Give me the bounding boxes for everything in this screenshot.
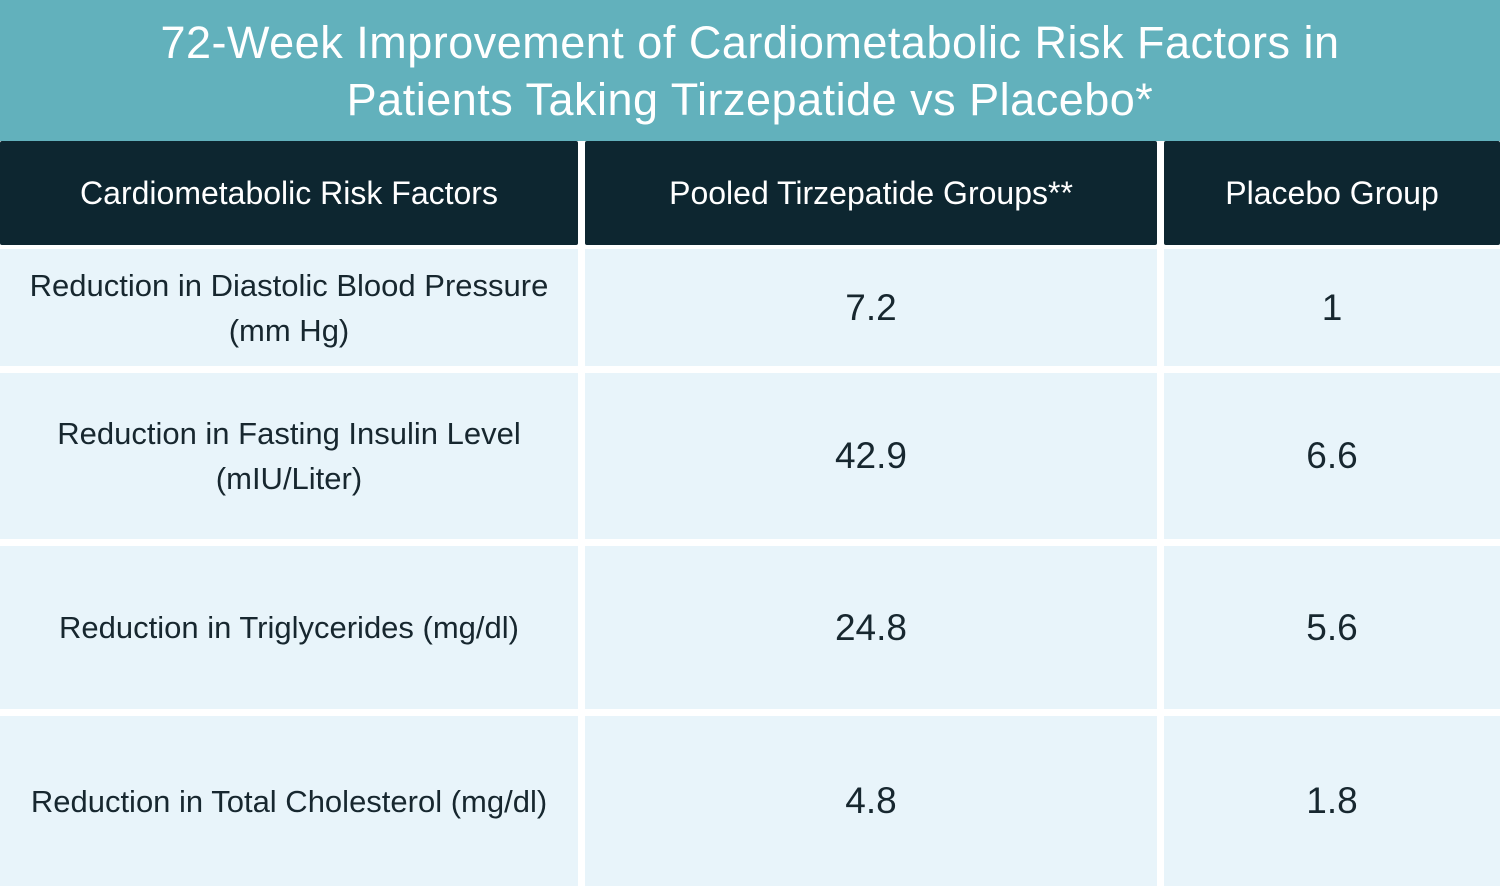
page-title-line-1: 72-Week Improvement of Cardiometabolic R…	[160, 16, 1340, 68]
column-header-placebo: Placebo Group	[1164, 141, 1500, 245]
placebo-value: 1	[1164, 249, 1500, 366]
risk-factor-label: Reduction in Total Cholesterol (mg/dl)	[0, 716, 578, 886]
table-row: Reduction in Fasting Insulin Level (mIU/…	[0, 373, 1500, 539]
risk-factor-label: Reduction in Triglycerides (mg/dl)	[0, 546, 578, 709]
table-row: Reduction in Diastolic Blood Pressure (m…	[0, 249, 1500, 366]
placebo-value: 6.6	[1164, 373, 1500, 539]
tirzepatide-value: 4.8	[585, 716, 1157, 886]
title-banner: 72-Week Improvement of Cardiometabolic R…	[0, 0, 1500, 141]
tirzepatide-value: 42.9	[585, 373, 1157, 539]
table-row: Reduction in Triglycerides (mg/dl) 24.8 …	[0, 546, 1500, 709]
placebo-value: 5.6	[1164, 546, 1500, 709]
table-header-row: Cardiometabolic Risk Factors Pooled Tirz…	[0, 141, 1500, 245]
tirzepatide-value: 24.8	[585, 546, 1157, 709]
risk-factor-label: Reduction in Diastolic Blood Pressure (m…	[0, 249, 578, 366]
tirzepatide-value: 7.2	[585, 249, 1157, 366]
risk-factor-label: Reduction in Fasting Insulin Level (mIU/…	[0, 373, 578, 539]
page-title-line-2: Patients Taking Tirzepatide vs Placebo*	[346, 73, 1154, 125]
placebo-value: 1.8	[1164, 716, 1500, 886]
column-header-tirzepatide: Pooled Tirzepatide Groups**	[585, 141, 1157, 245]
table-row: Reduction in Total Cholesterol (mg/dl) 4…	[0, 716, 1500, 886]
column-header-risk-factors: Cardiometabolic Risk Factors	[0, 141, 578, 245]
